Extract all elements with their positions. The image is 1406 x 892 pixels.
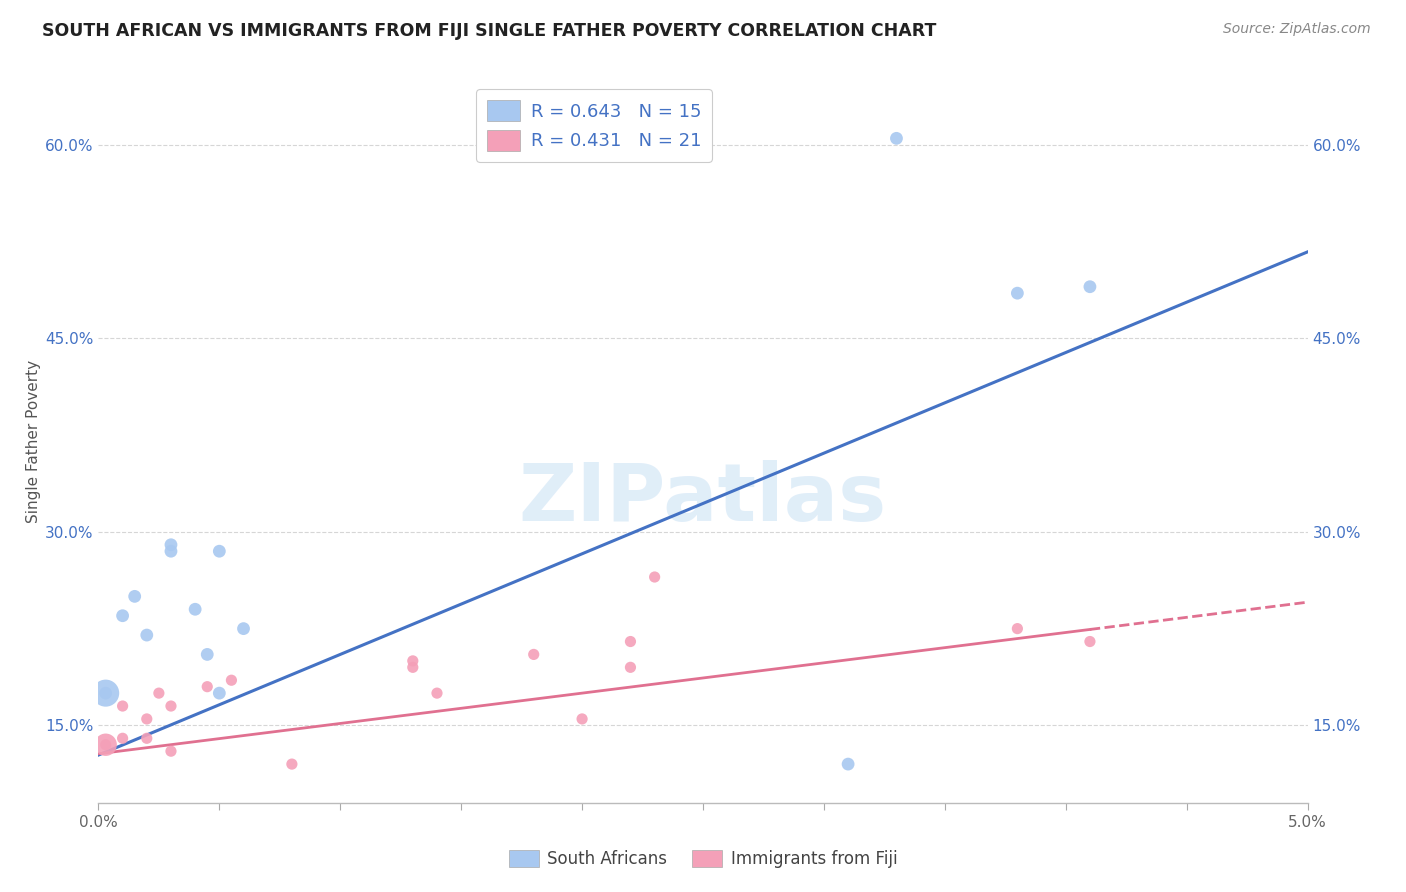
Point: [184, 602, 207, 616]
Text: SOUTH AFRICAN VS IMMIGRANTS FROM FIJI SINGLE FATHER POVERTY CORRELATION CHART: SOUTH AFRICAN VS IMMIGRANTS FROM FIJI SI…: [42, 22, 936, 40]
Point: [135, 712, 157, 726]
Point: [111, 608, 134, 623]
Point: [160, 699, 183, 714]
Point: [195, 648, 218, 662]
Point: [94, 686, 117, 700]
Text: ZIPatlas: ZIPatlas: [519, 460, 887, 539]
Point: [886, 131, 908, 145]
Y-axis label: Single Father Poverty: Single Father Poverty: [27, 360, 41, 523]
Point: [160, 744, 183, 758]
Legend: R = 0.643   N = 15, R = 0.431   N = 21: R = 0.643 N = 15, R = 0.431 N = 21: [477, 89, 711, 161]
Point: [135, 731, 157, 746]
Point: [523, 648, 546, 662]
Point: [1007, 622, 1029, 636]
Point: [644, 570, 666, 584]
Point: [160, 544, 183, 558]
Point: [148, 686, 170, 700]
Point: [426, 686, 449, 700]
Point: [94, 738, 117, 752]
Point: [232, 622, 254, 636]
Point: [837, 757, 859, 772]
Point: [208, 544, 231, 558]
Point: [195, 680, 218, 694]
Point: [1078, 634, 1101, 648]
Point: [402, 660, 425, 674]
Point: [221, 673, 243, 688]
Text: Source: ZipAtlas.com: Source: ZipAtlas.com: [1223, 22, 1371, 37]
Point: [619, 660, 641, 674]
Point: [208, 686, 231, 700]
Point: [111, 731, 134, 746]
Point: [402, 654, 425, 668]
Point: [94, 686, 117, 700]
Point: [160, 538, 183, 552]
Point: [281, 757, 304, 772]
Point: [124, 590, 146, 604]
Point: [1007, 286, 1029, 301]
Legend: South Africans, Immigrants from Fiji: South Africans, Immigrants from Fiji: [502, 843, 904, 875]
Point: [1078, 279, 1101, 293]
Point: [94, 738, 117, 752]
Point: [571, 712, 593, 726]
Point: [135, 628, 157, 642]
Point: [619, 634, 641, 648]
Point: [111, 699, 134, 714]
